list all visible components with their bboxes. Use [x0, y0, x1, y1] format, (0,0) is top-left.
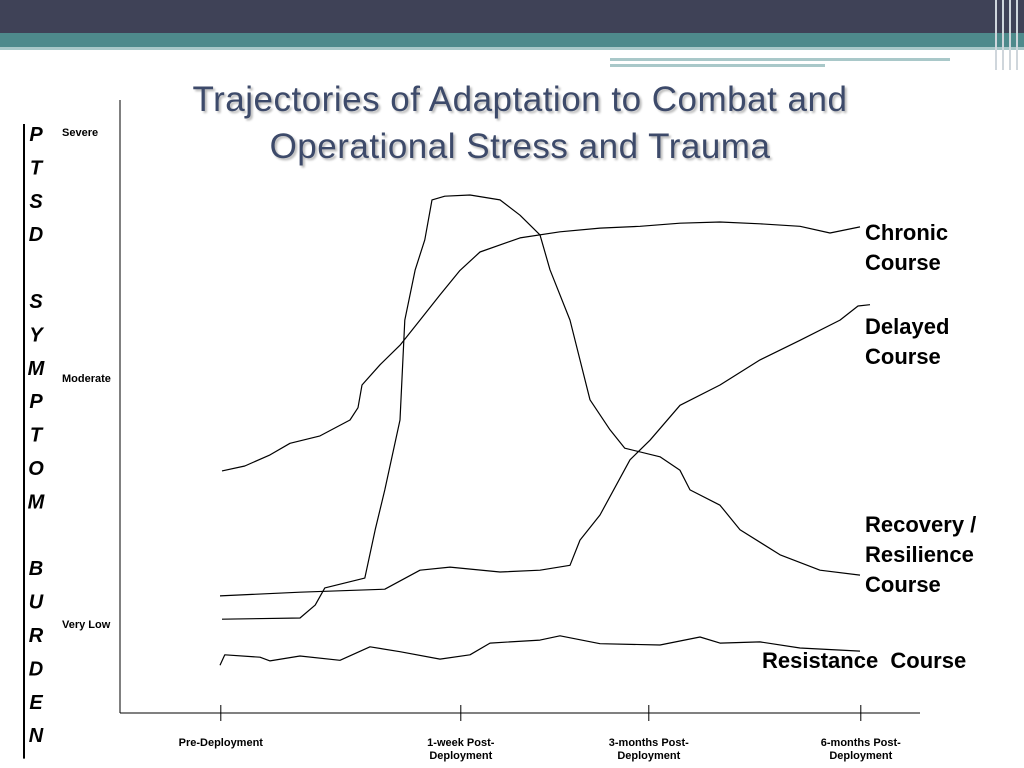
- series-line: [221, 194, 861, 620]
- series-label: Recovery / Resilience Course: [865, 512, 977, 597]
- series-line: [221, 221, 861, 472]
- header-stripe: [610, 58, 950, 61]
- y-tick-label: Severe: [62, 127, 99, 140]
- series-label: Chronic Course: [865, 220, 949, 275]
- series-line: [219, 635, 861, 666]
- header-stripe: [0, 47, 1024, 50]
- series-label: Delayed Course: [865, 314, 950, 369]
- chart-title: Trajectories of Adaptation to Combat and…: [192, 80, 848, 166]
- y-axis-label: PTSD SYMPTOM BURDEN: [25, 124, 47, 759]
- y-tick-label: Moderate: [62, 372, 111, 385]
- x-tick-label: 6-months Post-Deployment: [820, 737, 901, 762]
- header-bar: [0, 0, 1024, 33]
- header-stripe: [0, 33, 1024, 47]
- series-label: Resistance Course: [762, 648, 967, 673]
- x-tick-label: Pre-Deployment: [178, 737, 263, 749]
- x-tick-label: 3-months Post-Deployment: [608, 737, 689, 762]
- y-tick-label: Very Low: [62, 618, 111, 631]
- x-tick-label: 1-week Post-Deployment: [427, 737, 495, 762]
- header-stripe: [610, 64, 825, 67]
- header-lines: [995, 0, 1018, 70]
- series-line: [219, 304, 871, 597]
